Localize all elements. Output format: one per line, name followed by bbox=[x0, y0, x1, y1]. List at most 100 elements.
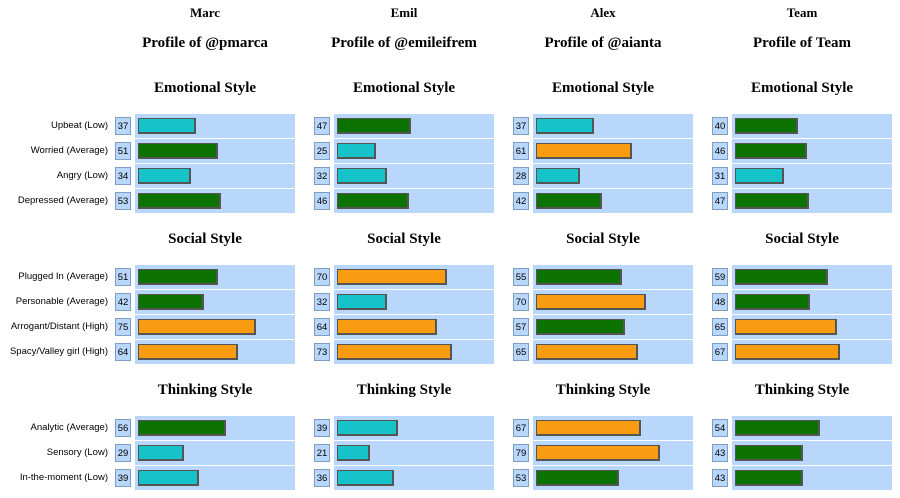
trait-bar bbox=[337, 319, 437, 335]
trait-bar bbox=[138, 319, 256, 335]
profile-title: Profile of Team bbox=[752, 35, 852, 51]
bar-track bbox=[732, 164, 892, 188]
bar-track bbox=[334, 114, 494, 138]
trait-row: 48 bbox=[712, 290, 892, 314]
trait-label: Plugged In (Average) bbox=[18, 271, 108, 282]
bar-track bbox=[135, 340, 295, 364]
trait-score: 75 bbox=[115, 318, 131, 336]
bar-track bbox=[732, 441, 892, 465]
trait-bar bbox=[138, 344, 238, 360]
trait-bar bbox=[735, 420, 820, 436]
trait-row: 46 bbox=[314, 189, 494, 213]
trait-bar bbox=[536, 118, 594, 134]
trait-score: 40 bbox=[712, 117, 728, 135]
bar-track bbox=[135, 441, 295, 465]
trait-label: Worried (Average) bbox=[30, 145, 108, 156]
bar-track bbox=[533, 114, 693, 138]
trait-bar bbox=[735, 470, 803, 486]
trait-bar bbox=[138, 193, 221, 209]
bar-track bbox=[533, 416, 693, 440]
bar-track bbox=[533, 466, 693, 490]
trait-bar bbox=[138, 445, 184, 461]
trait-bar bbox=[735, 344, 840, 360]
trait-row: 47 bbox=[314, 114, 494, 138]
trait-row: 57 bbox=[513, 315, 693, 339]
trait-bar bbox=[735, 294, 810, 310]
trait-row: 61 bbox=[513, 139, 693, 163]
bar-track bbox=[135, 315, 295, 339]
trait-label: Analytic (Average) bbox=[30, 422, 108, 433]
trait-bar bbox=[138, 118, 196, 134]
section-title: Emotional Style bbox=[153, 80, 257, 96]
trait-row: 40 bbox=[712, 114, 892, 138]
bar-track bbox=[135, 466, 295, 490]
trait-row: 64 bbox=[314, 315, 494, 339]
trait-bar bbox=[536, 143, 632, 159]
trait-label: In-the-moment (Low) bbox=[19, 472, 108, 483]
bar-track bbox=[135, 265, 295, 289]
profile-title: Profile of @emileifrem bbox=[331, 35, 477, 51]
bar-track bbox=[732, 340, 892, 364]
trait-label: Sensory (Low) bbox=[46, 447, 108, 458]
trait-label: Depressed (Average) bbox=[17, 195, 108, 206]
trait-score: 47 bbox=[314, 117, 330, 135]
trait-row: 36 bbox=[314, 466, 494, 490]
bar-track bbox=[135, 189, 295, 213]
profile-name: Emil bbox=[390, 5, 418, 20]
trait-bar bbox=[536, 420, 641, 436]
bar-track bbox=[135, 416, 295, 440]
trait-row: 31 bbox=[712, 164, 892, 188]
trait-score: 53 bbox=[115, 192, 131, 210]
trait-score: 43 bbox=[712, 469, 728, 487]
bar-track bbox=[533, 290, 693, 314]
trait-row: 42 bbox=[513, 189, 693, 213]
profile-name: Marc bbox=[189, 5, 221, 20]
section-title: Thinking Style bbox=[157, 382, 253, 398]
trait-bar bbox=[735, 193, 809, 209]
trait-score: 42 bbox=[513, 192, 529, 210]
bar-track bbox=[334, 164, 494, 188]
trait-score: 32 bbox=[314, 293, 330, 311]
trait-score: 42 bbox=[115, 293, 131, 311]
trait-row: 73 bbox=[314, 340, 494, 364]
trait-row: Personable (Average) 42 bbox=[16, 290, 295, 314]
trait-bar bbox=[337, 118, 411, 134]
bar-track bbox=[533, 164, 693, 188]
trait-score: 65 bbox=[513, 343, 529, 361]
trait-bar bbox=[138, 294, 204, 310]
bar-track bbox=[533, 265, 693, 289]
trait-bar bbox=[337, 470, 394, 486]
trait-row: 54 bbox=[712, 416, 892, 440]
bar-track bbox=[732, 416, 892, 440]
trait-bar bbox=[337, 344, 452, 360]
trait-bar bbox=[138, 143, 218, 159]
trait-score: 56 bbox=[115, 419, 131, 437]
trait-bar bbox=[536, 168, 580, 184]
trait-row: Spacy/Valley girl (High) 64 bbox=[10, 340, 295, 364]
trait-row: 43 bbox=[712, 441, 892, 465]
bar-track bbox=[533, 315, 693, 339]
trait-row: Arrogant/Distant (High) 75 bbox=[11, 315, 295, 339]
trait-bar bbox=[138, 470, 199, 486]
trait-score: 46 bbox=[314, 192, 330, 210]
trait-score: 39 bbox=[314, 419, 330, 437]
bar-track bbox=[135, 139, 295, 163]
trait-label: Arrogant/Distant (High) bbox=[10, 321, 108, 332]
trait-row: 70 bbox=[314, 265, 494, 289]
bar-track bbox=[533, 139, 693, 163]
trait-row: 47 bbox=[712, 189, 892, 213]
bar-track bbox=[334, 441, 494, 465]
section-title: Social Style bbox=[566, 231, 640, 247]
trait-row: 65 bbox=[513, 340, 693, 364]
bar-track bbox=[334, 189, 494, 213]
bar-track bbox=[732, 466, 892, 490]
trait-bar bbox=[536, 470, 619, 486]
trait-row: 21 bbox=[314, 441, 494, 465]
trait-bar bbox=[536, 269, 622, 285]
trait-row: Upbeat (Low) 37 bbox=[51, 114, 295, 138]
section-title: Social Style bbox=[168, 231, 242, 247]
bar-track bbox=[334, 340, 494, 364]
trait-bar bbox=[536, 445, 660, 461]
trait-bar bbox=[337, 269, 447, 285]
bar-track bbox=[135, 114, 295, 138]
